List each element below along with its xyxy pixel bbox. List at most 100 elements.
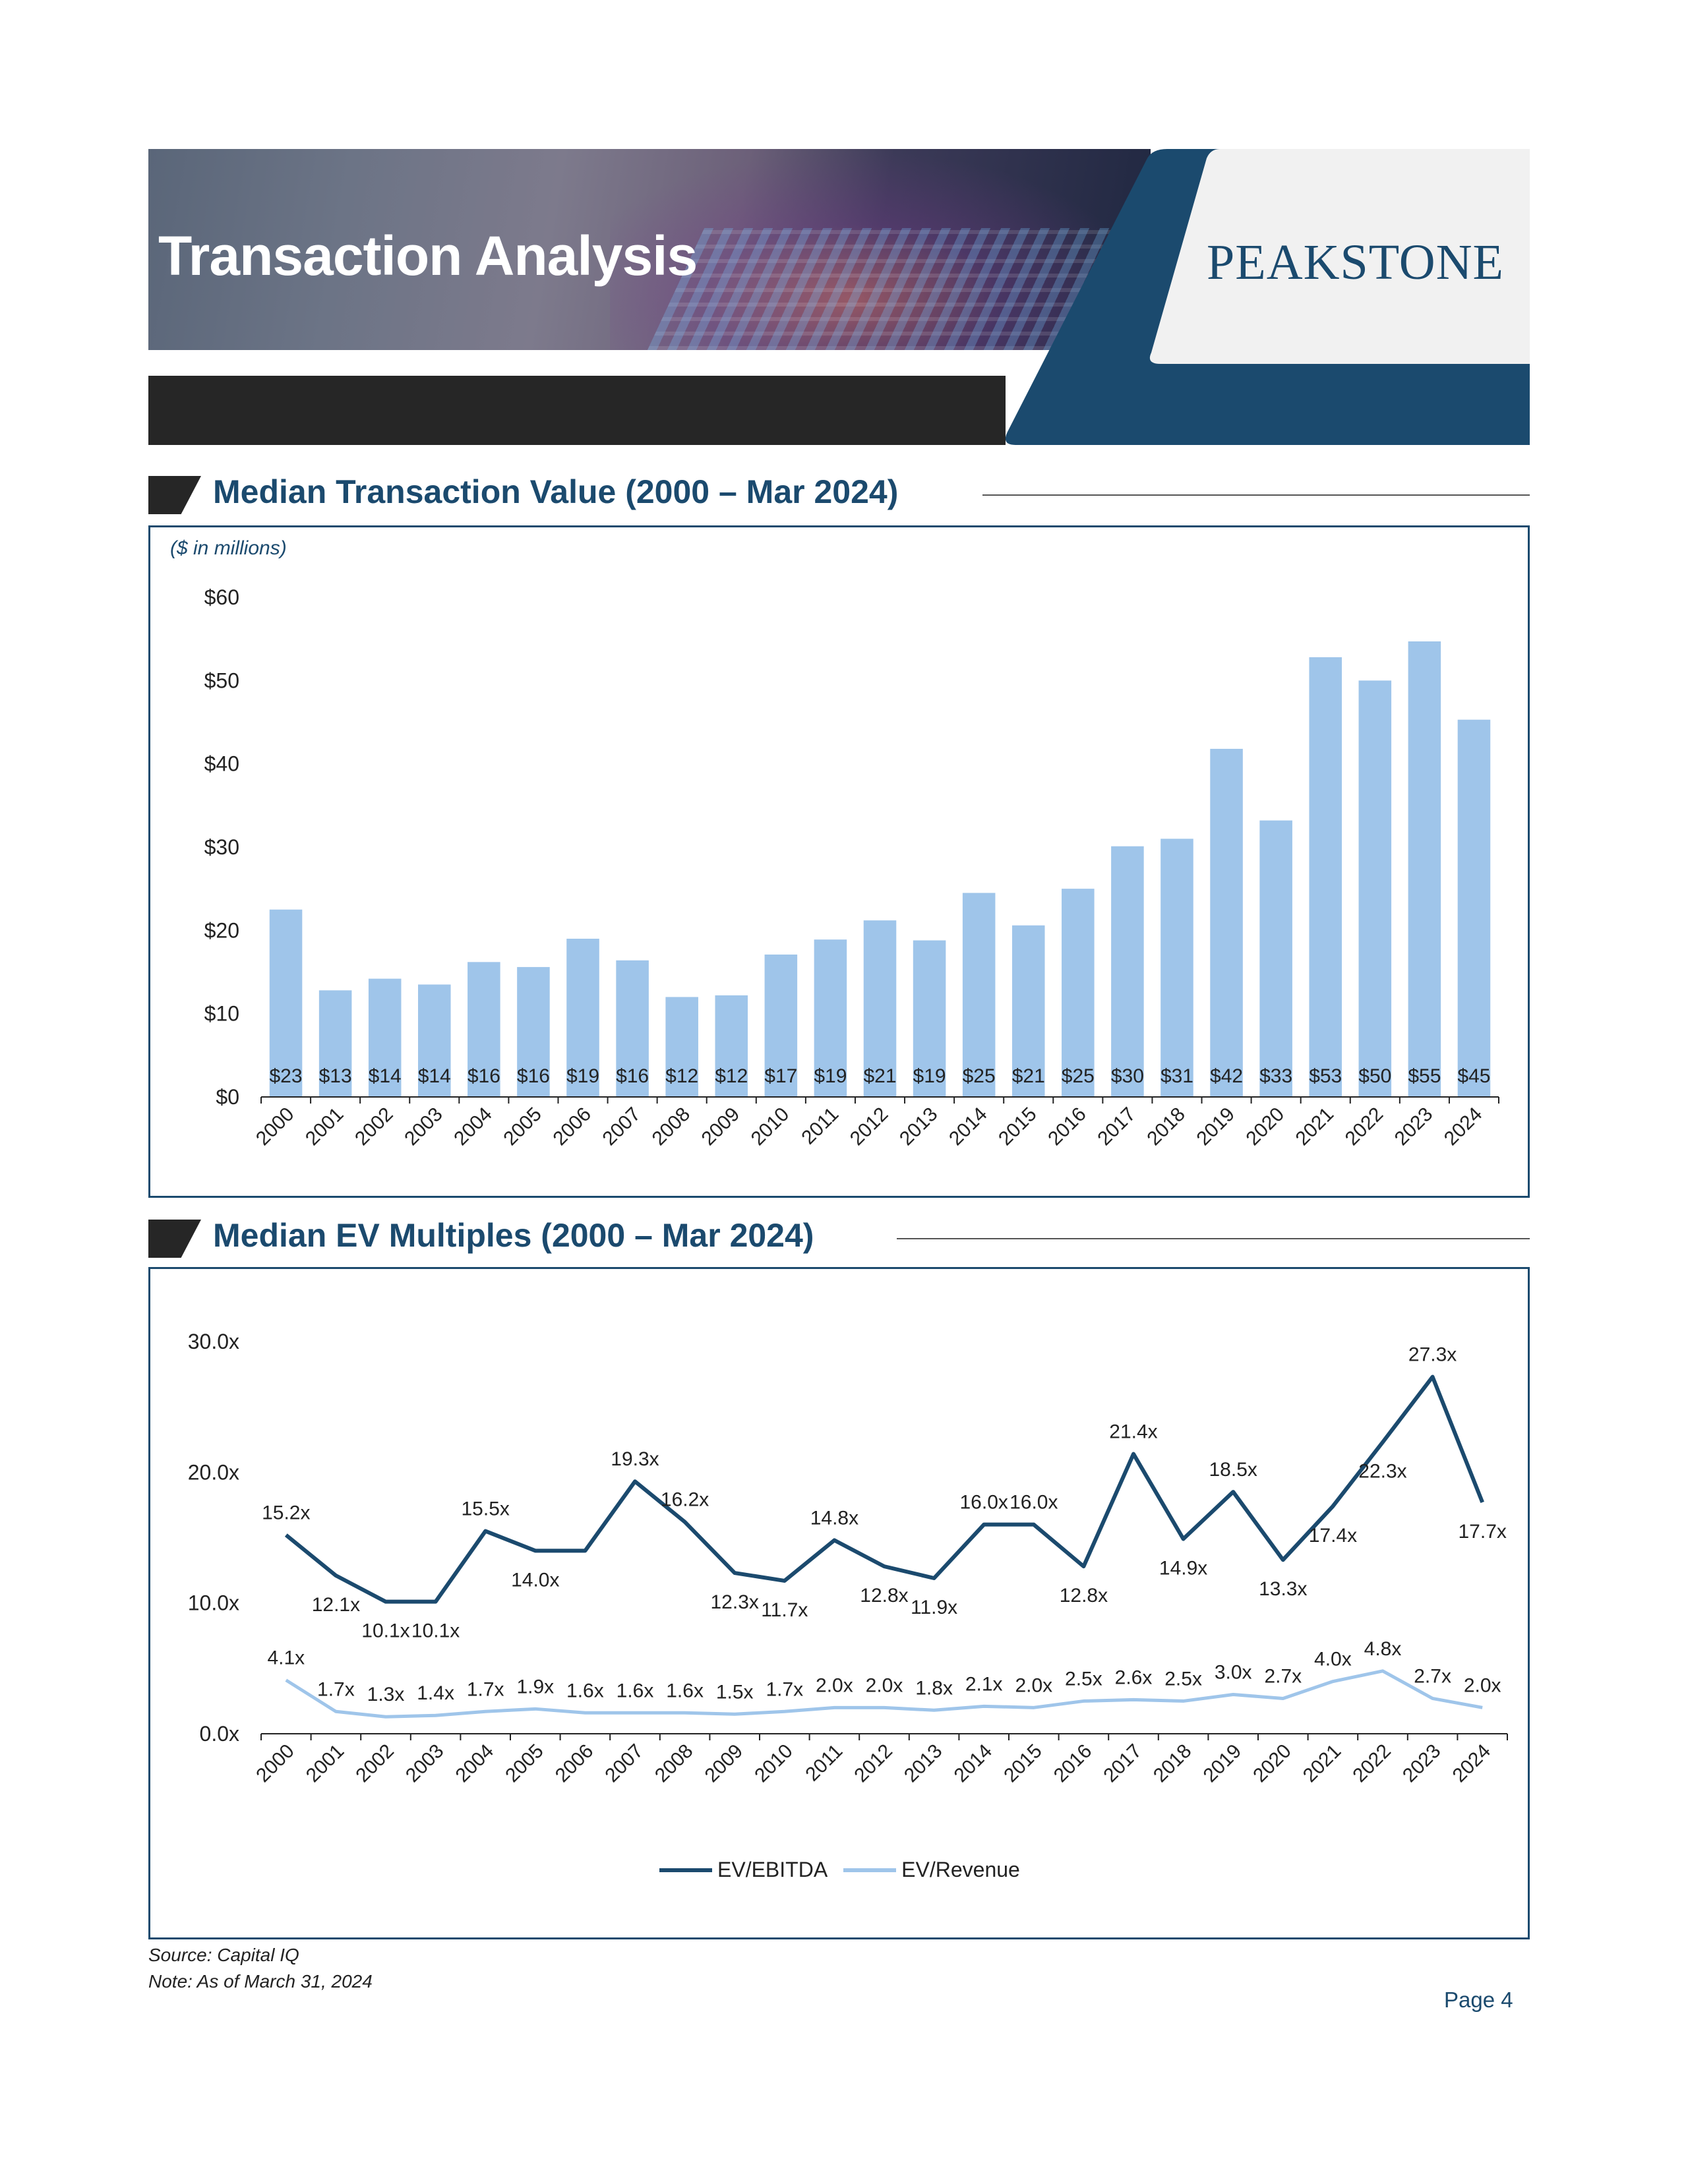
section-marker [148, 476, 201, 514]
section-rule [982, 494, 1530, 496]
bar-data-label: $55 [1408, 1065, 1441, 1087]
x-tick-label: 2017 [1093, 1104, 1140, 1150]
chart-legend: EV/EBITDA EV/Revenue [659, 1858, 1020, 1882]
banner-glow [610, 149, 1151, 350]
legend-swatch-ev-revenue [843, 1868, 897, 1872]
bar [318, 990, 352, 1097]
ev-ebitda-data-label: 10.1x [411, 1620, 460, 1642]
bar-data-label: $12 [715, 1065, 748, 1087]
ev-ebitda-data-label: 11.9x [911, 1597, 957, 1618]
bar-data-label: $33 [1259, 1065, 1292, 1087]
y-tick-label: 30.0x [188, 1330, 239, 1353]
x-tick-label: 2015 [1000, 1740, 1046, 1787]
bar-data-label: $25 [1062, 1065, 1095, 1087]
ev-ebitda-data-label: 16.0x [960, 1492, 1008, 1514]
ev-revenue-data-label: 2.0x [816, 1674, 853, 1696]
bar [1408, 641, 1441, 1097]
ev-ebitda-data-label: 12.8x [860, 1585, 908, 1607]
x-tick-label: 2003 [400, 1104, 447, 1150]
ev-ebitda-data-label: 19.3x [611, 1448, 659, 1470]
bar-data-label: $16 [616, 1065, 649, 1087]
y-tick-label: 10.0x [188, 1591, 239, 1615]
ev-revenue-data-label: 1.6x [566, 1680, 604, 1701]
x-tick-label: 2010 [747, 1104, 794, 1150]
x-tick-label: 2017 [1099, 1740, 1146, 1787]
bar [269, 909, 303, 1097]
ev-ebitda-data-label: 11.7x [761, 1599, 808, 1621]
bar [467, 962, 500, 1097]
x-tick-label: 2023 [1391, 1104, 1437, 1150]
bar-data-label: $16 [517, 1065, 550, 1087]
bar [1160, 839, 1193, 1097]
bar [1309, 657, 1342, 1097]
bar [1259, 820, 1292, 1097]
ev-revenue-data-label: 1.5x [716, 1681, 754, 1703]
ev-revenue-data-label: 4.1x [267, 1647, 305, 1669]
page-title: Transaction Analysis [158, 225, 698, 287]
ev-revenue-data-label: 1.7x [467, 1678, 504, 1700]
x-tick-label: 2020 [1249, 1740, 1296, 1787]
x-tick-label: 2018 [1149, 1740, 1196, 1787]
x-tick-label: 2016 [1044, 1104, 1091, 1150]
bar [1210, 748, 1243, 1097]
legend-item-ev-revenue: EV/Revenue [843, 1858, 1020, 1882]
x-tick-label: 2019 [1199, 1740, 1246, 1787]
ev-ebitda-data-label: 14.9x [1159, 1557, 1207, 1579]
bar-data-label: $53 [1309, 1065, 1342, 1087]
bar-data-label: $14 [418, 1065, 451, 1087]
x-tick-label: 2006 [551, 1740, 598, 1787]
y-tick-label: $30 [204, 835, 239, 859]
x-tick-label: 2004 [450, 1104, 497, 1150]
ev-ebitda-data-label: 15.2x [262, 1502, 310, 1524]
ev-ebitda-data-label: 22.3x [1358, 1461, 1406, 1483]
bar [566, 938, 599, 1097]
ev-revenue-data-label: 1.7x [317, 1678, 355, 1700]
transaction-value-chart: $0 $10 $20 $30 $40 $50 $60 $23 $13 $14 $14 $16 $16 $1… [148, 525, 1530, 1198]
bar [616, 960, 649, 1097]
bar-data-label: $19 [814, 1065, 847, 1087]
x-tick-label: 2005 [499, 1104, 546, 1150]
bar [764, 954, 798, 1097]
x-tick-label: 2001 [302, 1740, 349, 1787]
x-tick-label: 2012 [850, 1740, 897, 1787]
bar [368, 978, 402, 1097]
bar [1358, 680, 1392, 1097]
section-marker [148, 1220, 201, 1258]
bar [913, 940, 946, 1097]
bar-data-label: $16 [467, 1065, 500, 1087]
ev-revenue-data-label: 2.6x [1115, 1667, 1153, 1688]
ev-revenue-data-label: 1.9x [516, 1676, 554, 1697]
x-tick-label: 2007 [601, 1740, 648, 1787]
logo-panel-shape [1005, 149, 1530, 445]
ev-ebitda-data-label: 14.8x [810, 1507, 859, 1529]
ev-revenue-data-label: 1.6x [617, 1680, 654, 1701]
bar [1111, 846, 1144, 1097]
x-tick-label: 2019 [1192, 1104, 1239, 1150]
bar-data-label: $19 [913, 1065, 946, 1087]
ev-ebitda-data-label: 17.7x [1459, 1521, 1507, 1543]
x-tick-label: 2014 [945, 1104, 992, 1150]
bar-data-label: $45 [1457, 1065, 1490, 1087]
bar-data-label: $23 [270, 1065, 303, 1087]
bar [517, 966, 550, 1097]
header-banner-image [148, 149, 1151, 350]
ev-ebitda-data-label: 21.4x [1109, 1421, 1157, 1443]
ev-revenue-data-label: 2.7x [1264, 1665, 1302, 1687]
x-tick-label: 2009 [698, 1104, 744, 1150]
bar [1011, 925, 1045, 1097]
ev-ebitda-data-label: 10.1x [361, 1620, 409, 1642]
bar-data-label: $31 [1160, 1065, 1193, 1087]
x-tick-label: 2016 [1050, 1740, 1097, 1787]
ev-ebitda-data-label: 16.0x [1010, 1492, 1058, 1514]
source-note: Source: Capital IQ [148, 1945, 299, 1965]
y-tick-label: 0.0x [200, 1722, 239, 1746]
ev-ebitda-data-label: 12.3x [711, 1591, 759, 1613]
x-tick-label: 2004 [452, 1740, 498, 1787]
bar-data-label: $30 [1111, 1065, 1144, 1087]
ev-revenue-data-label: 2.0x [1464, 1674, 1501, 1696]
page-number: Page 4 [1444, 1988, 1513, 2012]
y-tick-label: $10 [204, 1002, 239, 1026]
ev-revenue-data-label: 1.7x [766, 1678, 803, 1700]
x-tick-label: 2009 [701, 1740, 748, 1787]
bar-data-label: $19 [566, 1065, 599, 1087]
